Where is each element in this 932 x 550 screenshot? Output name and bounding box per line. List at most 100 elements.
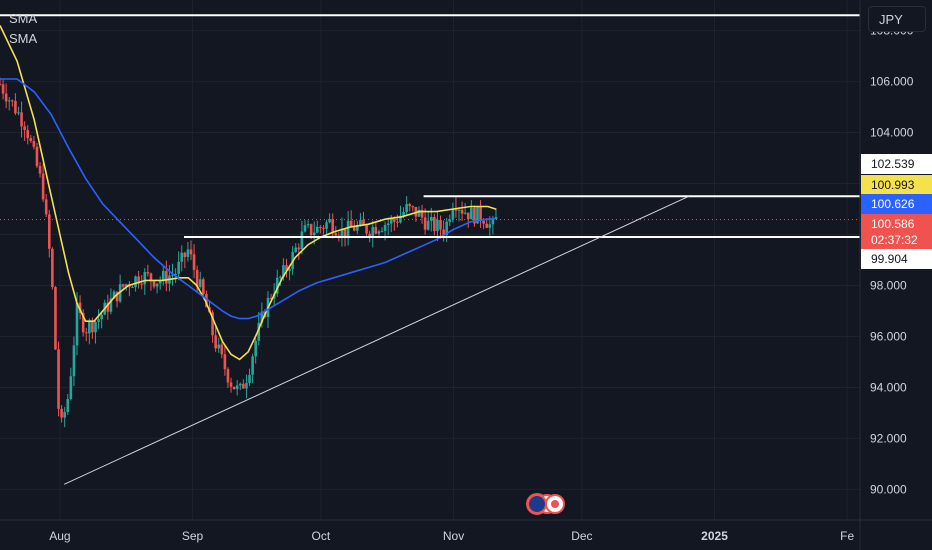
candle-body <box>352 227 356 231</box>
candle-body <box>189 249 193 255</box>
sma-indicator-label-2[interactable]: SMA <box>9 31 38 46</box>
candle-body <box>54 287 57 350</box>
candle-body <box>7 100 11 102</box>
candle-body <box>245 382 248 389</box>
price-badge-value: 100.626 <box>871 197 915 211</box>
price-badge <box>861 194 932 214</box>
x-tick-label: Fe <box>840 529 854 543</box>
candle-body <box>146 272 150 274</box>
sma-indicator-label-1[interactable]: SMA <box>9 11 38 26</box>
candle-body <box>399 215 402 223</box>
candlesticks <box>0 77 498 428</box>
candle-body <box>134 276 137 287</box>
candle-body <box>377 231 381 234</box>
candle-body <box>57 349 60 409</box>
candle-body <box>297 247 301 250</box>
x-tick-label: Nov <box>443 529 464 543</box>
candle-body <box>149 273 153 281</box>
candle-body <box>328 219 331 223</box>
grid <box>0 0 860 520</box>
candle-body <box>279 276 282 278</box>
candle-body <box>383 225 387 231</box>
candle-body <box>417 209 421 217</box>
candle-body <box>115 291 119 302</box>
price-badge <box>861 214 932 250</box>
candle-body <box>454 208 458 211</box>
candle-body <box>0 84 2 86</box>
candle-body <box>155 283 159 287</box>
candle-body <box>4 93 8 102</box>
candle-body <box>97 319 100 322</box>
candle-body <box>451 208 455 220</box>
candle-body <box>393 219 396 222</box>
candle-body <box>14 100 17 114</box>
candle-body <box>325 222 328 229</box>
price-badge <box>861 175 932 195</box>
candle-body <box>294 247 298 252</box>
candle-body <box>242 383 245 389</box>
candle-body <box>195 269 199 287</box>
x-tick-label: Aug <box>49 529 70 543</box>
y-tick-label: 104.000 <box>870 126 914 140</box>
candle-body <box>448 219 452 222</box>
candle-body <box>1 84 5 94</box>
candle-body <box>238 383 242 386</box>
candle-body <box>420 209 424 218</box>
candle-body <box>362 219 365 226</box>
candle-body <box>223 354 227 370</box>
candle-body <box>251 356 254 375</box>
candle-body <box>491 219 495 225</box>
y-tick-label: 96.000 <box>870 329 907 343</box>
candle-body <box>331 219 335 234</box>
candle-body <box>75 302 79 346</box>
drawn-levels[interactable] <box>0 14 860 485</box>
candle-body <box>322 227 325 229</box>
candle-body <box>69 376 73 400</box>
candle-body <box>140 283 144 285</box>
candle-body <box>125 284 128 287</box>
candle-body <box>282 265 285 277</box>
candle-body <box>41 173 45 200</box>
currency-selector[interactable]: JPY <box>868 6 926 32</box>
x-tick-label: Dec <box>571 529 592 543</box>
candle-body <box>235 385 239 390</box>
candle-body <box>72 345 76 377</box>
bar-countdown: 02:37:32 <box>871 233 918 247</box>
candle-body <box>439 219 442 230</box>
candle-body <box>51 248 54 288</box>
candle-body <box>100 314 103 320</box>
price-badges: 102.539 100.993 100.626 100.586 02:37:32 99.9… <box>861 154 932 269</box>
candle-body <box>405 204 408 212</box>
event-markers[interactable] <box>526 493 565 515</box>
candle-body <box>192 254 196 270</box>
sma-line-blue <box>0 78 497 320</box>
candle-body <box>229 382 233 387</box>
candle-body <box>408 204 412 207</box>
price-badge <box>861 154 932 174</box>
candle-body <box>177 261 180 274</box>
candle-body <box>35 146 39 167</box>
candle-body <box>473 207 476 224</box>
candle-body <box>423 217 427 230</box>
price-badge-value: 100.586 <box>871 217 915 231</box>
candle-body <box>275 277 279 294</box>
candle-body <box>226 369 230 383</box>
candle-body <box>29 138 33 141</box>
candle-body <box>94 321 97 333</box>
candle-body <box>343 228 347 237</box>
candle-body <box>202 279 205 295</box>
candle-body <box>257 322 261 341</box>
candle-body <box>44 199 48 215</box>
candle-body <box>445 221 448 235</box>
candle-body <box>152 280 156 287</box>
candle-body <box>183 252 187 257</box>
candle-body <box>466 212 470 220</box>
y-tick-label: 94.000 <box>870 380 907 394</box>
price-badge-value: 99.904 <box>871 252 908 266</box>
candle-body <box>386 223 390 226</box>
candle-body <box>174 273 177 275</box>
candle-body <box>371 226 375 237</box>
candle-body <box>436 219 439 232</box>
